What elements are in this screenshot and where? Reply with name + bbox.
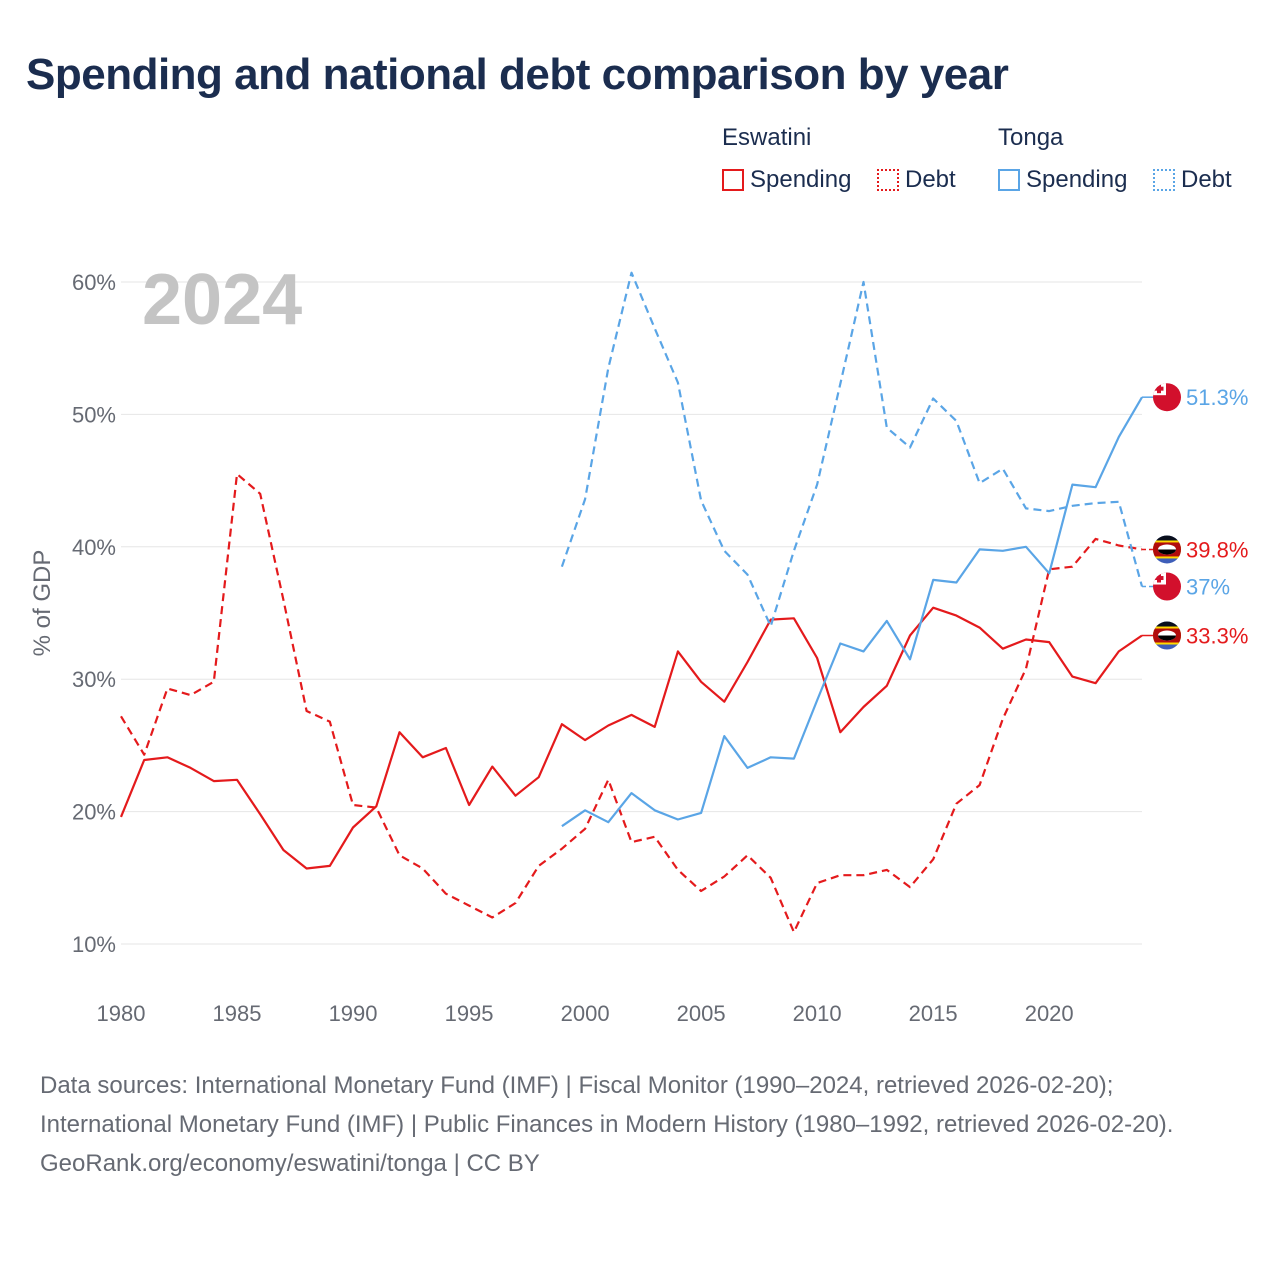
legend-group-eswatini: Eswatini [722,124,812,151]
end-value-label: 39.8% [1186,537,1248,562]
legend-label: Debt [1181,166,1232,193]
end-value-label: 33.3% [1186,624,1248,649]
end-value-label: 51.3% [1186,385,1248,410]
x-tick-label: 1990 [329,1001,378,1026]
legend-group-tonga: Tonga [998,124,1064,151]
y-tick-label: 40% [72,535,116,560]
y-tick-label: 60% [72,270,116,295]
x-tick-label: 1985 [213,1001,262,1026]
end-value-label: 37% [1186,575,1230,600]
series-line-eswatini-spending[interactable] [119,606,1143,870]
series-lines [119,271,1144,934]
series-line-tonga-spending[interactable] [561,396,1143,828]
eswatini-flag-icon [1153,621,1181,650]
year-watermark: 2024 [142,260,302,340]
x-tick-label: 2000 [561,1001,610,1026]
legend-swatch-eswatini-debt [877,169,899,191]
credit-link[interactable]: GeoRank.org/economy/eswatini/tonga | CC … [40,1150,540,1177]
legend-label: Spending [1026,166,1128,193]
x-tick-label: 1980 [97,1001,146,1026]
x-tick-label: 2005 [677,1001,726,1026]
y-tick-label: 20% [72,800,116,825]
x-tick-label: 2015 [909,1001,958,1026]
y-axis-label: % of GDP [29,550,56,657]
legend-swatch-tonga-debt [1153,169,1175,191]
x-axis-ticks: 1980 1985 1990 1995 2000 2005 2010 2015 2020 [97,1001,1074,1026]
legend-label: Debt [905,166,956,193]
tonga-flag-icon [1153,383,1181,412]
y-axis-ticks: 10% 20% 30% 40% 50% 60% [72,270,116,957]
legend-swatch-tonga-spending [998,169,1020,191]
y-tick-label: 30% [72,667,116,692]
legend-eswatini-debt[interactable]: Debt [877,166,956,194]
eswatini-flag-icon [1153,535,1181,564]
x-tick-label: 2010 [793,1001,842,1026]
chart-title: Spending and national debt comparison by… [26,50,1009,99]
legend-label: Spending [750,166,852,193]
series-line-eswatini-debt[interactable] [120,472,1143,934]
y-tick-label: 10% [72,932,116,957]
y-tick-label: 50% [72,402,116,427]
tonga-flag-icon [1153,572,1181,601]
legend-tonga-debt[interactable]: Debt [1153,166,1232,194]
x-tick-label: 2020 [1025,1001,1074,1026]
legend-eswatini-spending[interactable]: Spending [722,166,851,194]
gridlines [121,281,1142,945]
legend-tonga-spending[interactable]: Spending [998,166,1127,194]
series-end-markers: 51.3% 39.8% 37% 33.3% [1142,383,1248,650]
line-chart: 2024 10% 20% 30% 40% 50% 60% 1980 1985 1990 1995… [29,260,1248,1026]
data-sources: Data sources: International Monetary Fun… [40,1072,1174,1138]
x-tick-label: 1995 [445,1001,494,1026]
footer: Data sources: International Monetary Fun… [40,1066,1240,1183]
legend-swatch-eswatini-spending [722,169,744,191]
series-line-tonga-debt[interactable] [560,271,1144,628]
